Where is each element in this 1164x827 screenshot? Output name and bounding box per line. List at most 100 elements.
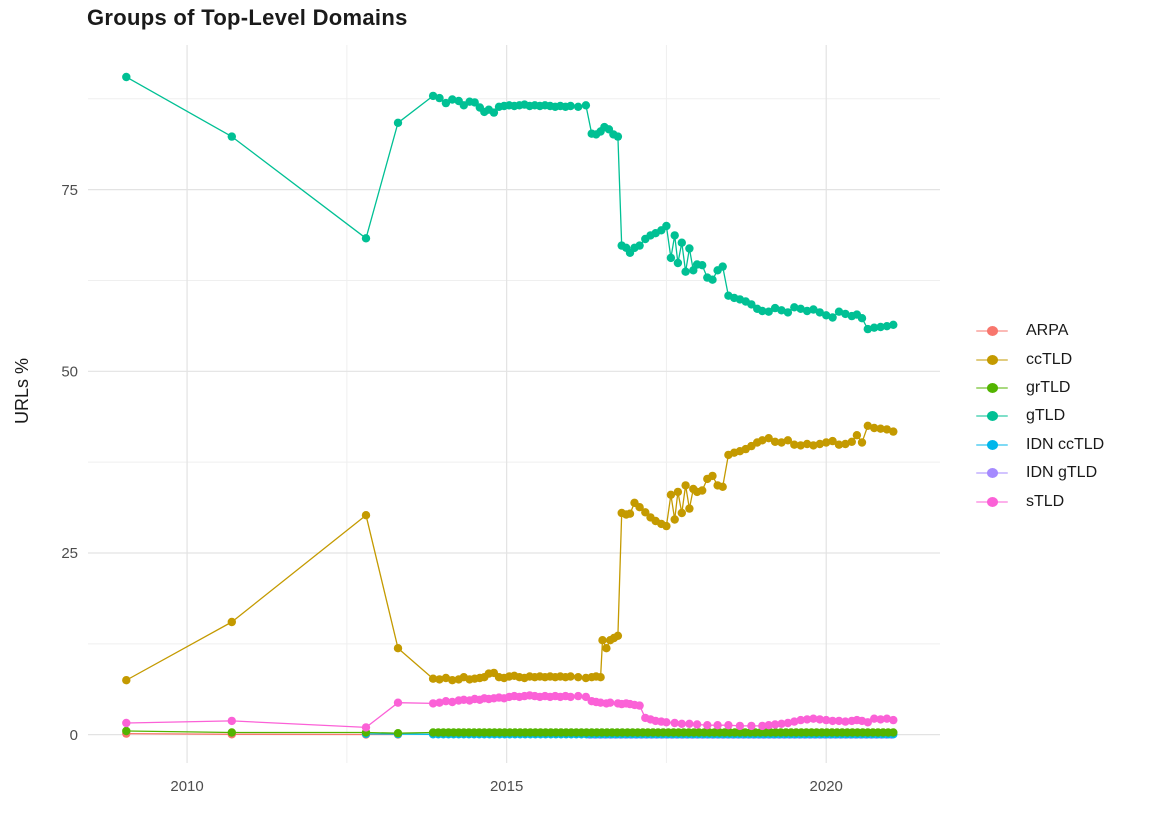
data-point bbox=[863, 324, 872, 334]
data-point bbox=[857, 438, 867, 447]
data-point bbox=[435, 698, 444, 707]
legend-marker-icon bbox=[987, 382, 998, 393]
data-point bbox=[692, 720, 702, 729]
data-point bbox=[882, 425, 892, 434]
data-point bbox=[673, 258, 683, 268]
legend-item-idn-cctld: IDN ccTLD bbox=[976, 431, 1104, 459]
data-point bbox=[670, 718, 679, 728]
data-point bbox=[613, 631, 623, 640]
data-point bbox=[783, 718, 793, 728]
data-point bbox=[227, 617, 236, 627]
data-point bbox=[802, 439, 812, 449]
data-point bbox=[441, 98, 451, 108]
data-point bbox=[441, 697, 451, 706]
data-point bbox=[361, 723, 371, 732]
series-line-arpa bbox=[126, 732, 398, 736]
data-point bbox=[122, 72, 131, 82]
data-point bbox=[822, 311, 831, 320]
data-point bbox=[713, 721, 722, 730]
series-cctld bbox=[122, 421, 898, 685]
data-point bbox=[670, 515, 679, 524]
legend-item-gtld: gTLD bbox=[976, 402, 1104, 430]
data-point bbox=[841, 439, 850, 449]
data-point bbox=[361, 511, 371, 520]
series-arpa bbox=[122, 729, 403, 739]
data-point bbox=[790, 440, 799, 449]
data-point bbox=[770, 303, 780, 313]
chart-title: Groups of Top-Level Domains bbox=[87, 5, 408, 30]
data-point bbox=[428, 91, 438, 101]
data-point bbox=[802, 306, 812, 316]
series-gtld bbox=[122, 72, 898, 334]
data-point bbox=[764, 434, 773, 443]
legend: ARPA ccTLD grTLD gTLD IDN ccTLD IDN gTLD sTLD bbox=[976, 317, 1104, 516]
data-point bbox=[677, 719, 686, 728]
data-point bbox=[822, 715, 831, 725]
legend-key-arpa bbox=[976, 325, 1008, 337]
data-point bbox=[122, 718, 131, 728]
x-tick-label: 2010 bbox=[170, 778, 203, 795]
legend-label: gTLD bbox=[1026, 407, 1066, 425]
data-point bbox=[708, 275, 717, 284]
data-point bbox=[758, 436, 767, 445]
data-point bbox=[227, 716, 236, 726]
data-point bbox=[770, 437, 780, 446]
data-point bbox=[566, 101, 575, 111]
legend-label: ccTLD bbox=[1026, 350, 1073, 368]
data-point bbox=[566, 672, 575, 681]
series-line-gtld bbox=[125, 76, 894, 330]
data-point bbox=[393, 644, 403, 653]
data-point bbox=[666, 490, 676, 499]
data-point bbox=[724, 721, 733, 730]
data-point bbox=[834, 716, 844, 726]
data-point bbox=[574, 673, 583, 682]
data-point bbox=[828, 436, 837, 446]
data-point bbox=[227, 132, 236, 141]
data-point bbox=[613, 132, 623, 141]
data-point bbox=[581, 692, 591, 702]
data-point bbox=[448, 676, 457, 685]
data-point bbox=[670, 231, 679, 240]
data-point bbox=[677, 238, 686, 247]
legend-key-gtld bbox=[976, 410, 1008, 422]
data-point bbox=[777, 719, 786, 728]
series-grtld bbox=[122, 726, 898, 738]
legend-item-stld: sTLD bbox=[976, 487, 1104, 515]
data-point bbox=[635, 701, 644, 710]
data-point bbox=[790, 717, 799, 726]
data-point bbox=[809, 305, 818, 314]
data-point bbox=[673, 487, 683, 497]
data-point bbox=[666, 253, 676, 263]
gridlines bbox=[88, 45, 940, 763]
data-point bbox=[681, 481, 690, 490]
data-point bbox=[822, 438, 831, 447]
data-point bbox=[882, 714, 892, 723]
legend-label: grTLD bbox=[1026, 378, 1071, 396]
data-point bbox=[790, 303, 799, 312]
data-point bbox=[698, 261, 707, 270]
data-point bbox=[852, 431, 862, 440]
data-point bbox=[876, 715, 885, 724]
y-tick-label: 75 bbox=[61, 182, 78, 199]
data-point bbox=[889, 715, 898, 725]
data-point bbox=[428, 674, 438, 683]
y-tick-label: 25 bbox=[61, 545, 78, 562]
data-point bbox=[122, 726, 131, 736]
data-point bbox=[435, 675, 444, 684]
data-point bbox=[770, 720, 780, 729]
data-point bbox=[598, 636, 607, 645]
data-point bbox=[735, 721, 745, 731]
data-point bbox=[847, 437, 856, 446]
data-point bbox=[227, 728, 236, 737]
data-point bbox=[889, 427, 898, 436]
data-point bbox=[393, 698, 403, 707]
legend-marker-icon bbox=[987, 354, 998, 365]
legend-key-idn-cctld bbox=[976, 439, 1008, 451]
data-point bbox=[635, 503, 644, 512]
data-point bbox=[122, 676, 131, 685]
data-point bbox=[809, 441, 818, 450]
data-point bbox=[435, 93, 444, 103]
legend-marker-icon bbox=[987, 496, 998, 507]
legend-key-cctld bbox=[976, 354, 1008, 366]
data-point bbox=[841, 717, 850, 726]
